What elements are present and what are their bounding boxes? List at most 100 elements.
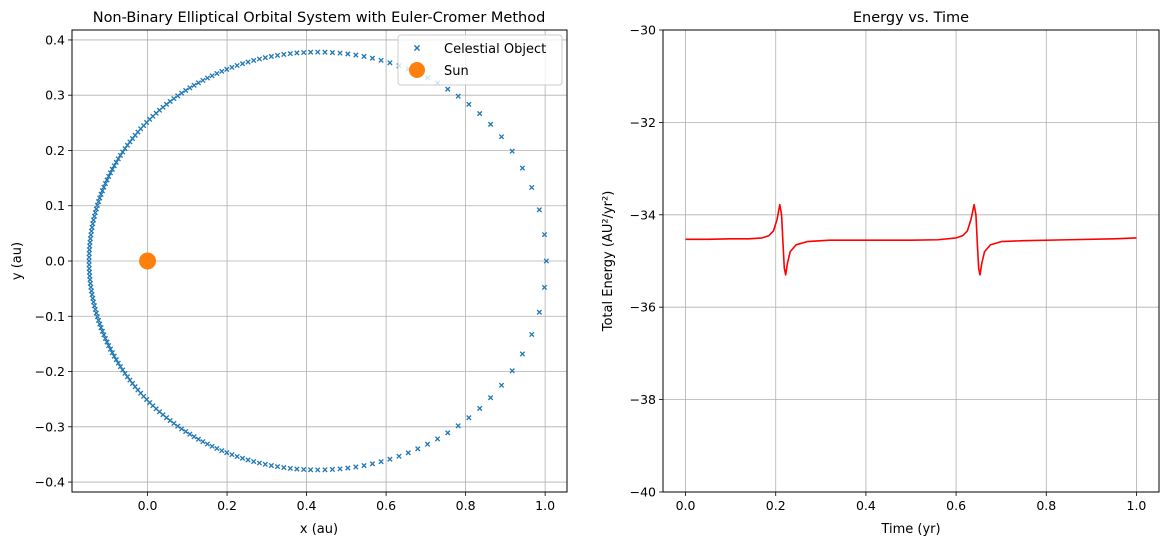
orbit-point <box>219 447 225 454</box>
orbit-point-stroke <box>120 149 126 155</box>
orbit-point <box>90 217 97 223</box>
orbit-point <box>117 152 124 159</box>
orbit-point-stroke <box>396 453 402 459</box>
orbit-point-stroke <box>104 177 110 183</box>
orbit-point-stroke <box>224 66 230 72</box>
orbit-point <box>90 295 96 301</box>
orbit-point-stroke <box>156 409 163 415</box>
legend-label-sun: Sun <box>444 64 469 79</box>
orbit-point <box>90 299 97 305</box>
energy-x-tick-label: 1.0 <box>1127 498 1147 513</box>
orbit-point <box>301 49 307 56</box>
energy-plot-frame <box>662 29 1160 493</box>
orbit-point-stroke <box>361 462 367 469</box>
orbit-point-stroke <box>322 49 328 55</box>
orbit-point <box>120 367 126 373</box>
orbit-point <box>219 68 225 75</box>
orbit-point <box>405 450 411 456</box>
orbit-point-stroke <box>179 90 185 96</box>
orbit-point <box>115 360 121 366</box>
orbit-point-stroke <box>268 53 274 60</box>
orbit-point <box>466 101 472 107</box>
orbit-point-stroke <box>322 467 328 473</box>
orbit-point-stroke <box>294 50 300 56</box>
orbit-point-stroke <box>98 191 104 197</box>
orbit-point-stroke <box>536 309 543 315</box>
orbit-point-stroke <box>150 403 156 409</box>
orbit-point <box>487 121 494 127</box>
orbit-point-stroke <box>224 450 230 456</box>
orbit-point-stroke <box>88 228 95 234</box>
orbit-point-stroke <box>175 423 181 429</box>
orbit-point <box>536 207 543 213</box>
orbit-point-stroke <box>477 405 483 412</box>
orbit-point-stroke <box>95 198 102 205</box>
orbit-point-stroke <box>466 415 472 421</box>
legend-marker-sun <box>409 62 425 78</box>
orbit-point-stroke <box>101 332 107 338</box>
orbit-point <box>94 314 101 320</box>
orbit-point-stroke <box>97 195 103 201</box>
orbit-point <box>101 332 107 338</box>
orbit-point-stroke <box>91 213 98 219</box>
orbit-point <box>91 303 98 309</box>
orbit-point-stroke <box>195 436 202 442</box>
orbit-point-stroke <box>329 49 336 56</box>
orbit-point <box>529 184 535 191</box>
orbit-point-stroke <box>378 57 384 63</box>
orbit-point-stroke <box>487 395 494 401</box>
orbit-point <box>536 309 543 315</box>
orbit-point <box>95 317 102 324</box>
energy-x-tick-label: 0.2 <box>766 498 786 513</box>
orbit-point <box>378 459 384 465</box>
orbit-point <box>187 85 193 91</box>
orbit-point <box>200 438 206 445</box>
orbit-point <box>107 346 114 352</box>
orbit-y-tick-label: 0.4 <box>45 32 65 47</box>
orbit-point <box>329 49 336 56</box>
orbit-y-tick-label: −0.2 <box>35 364 65 379</box>
orbit-point <box>204 441 211 447</box>
orbit-point <box>89 291 95 298</box>
orbit-point-stroke <box>329 466 336 473</box>
orbit-point-stroke <box>353 464 359 470</box>
orbit-y-tick-label: −0.4 <box>35 475 65 490</box>
orbit-point <box>245 59 251 65</box>
orbit-point <box>224 66 230 72</box>
orbit-point-stroke <box>498 382 505 388</box>
orbit-point <box>209 443 215 449</box>
orbit-point-stroke <box>195 80 202 86</box>
energy-y-tick-label: −38 <box>630 392 656 407</box>
orbit-point <box>519 351 526 357</box>
orbit-point-stroke <box>353 52 359 58</box>
orbit-point-stroke <box>117 152 124 159</box>
orbit-point-stroke <box>529 184 535 191</box>
orbit-point-stroke <box>115 156 121 162</box>
orbit-point-stroke <box>113 357 119 363</box>
orbit-y-tick-label: 0.1 <box>45 198 65 213</box>
orbit-point <box>187 431 193 437</box>
orbit-chart-title: Non-Binary Elliptical Orbital System wit… <box>93 10 546 26</box>
orbit-point-stroke <box>171 420 177 427</box>
energy-chart: Energy vs. Time 0.0 0.2 0.4 0.6 0.8 1.0 −40 −38… <box>601 10 1160 537</box>
orbit-point-stroke <box>147 400 153 406</box>
orbit-point <box>315 49 321 55</box>
orbit-point-stroke <box>219 447 225 454</box>
orbit-point <box>95 198 102 205</box>
orbit-point <box>234 62 240 69</box>
orbit-point <box>97 321 103 327</box>
orbit-point <box>97 195 103 201</box>
orbit-point <box>369 461 376 467</box>
orbit-y-tick-label: −0.3 <box>35 419 65 434</box>
orbit-point-stroke <box>307 49 314 55</box>
orbit-point-stroke <box>477 110 483 117</box>
orbit-point-stroke <box>262 461 268 467</box>
orbit-point-stroke <box>369 55 376 61</box>
energy-x-tick-label: 0.4 <box>856 498 876 513</box>
energy-y-tick-label: −32 <box>630 115 656 130</box>
energy-y-axis-label: Total Energy (AU²/yr²) <box>601 191 616 333</box>
orbit-point <box>509 148 515 154</box>
orbit-point <box>93 206 99 212</box>
orbit-point-stroke <box>251 458 257 465</box>
